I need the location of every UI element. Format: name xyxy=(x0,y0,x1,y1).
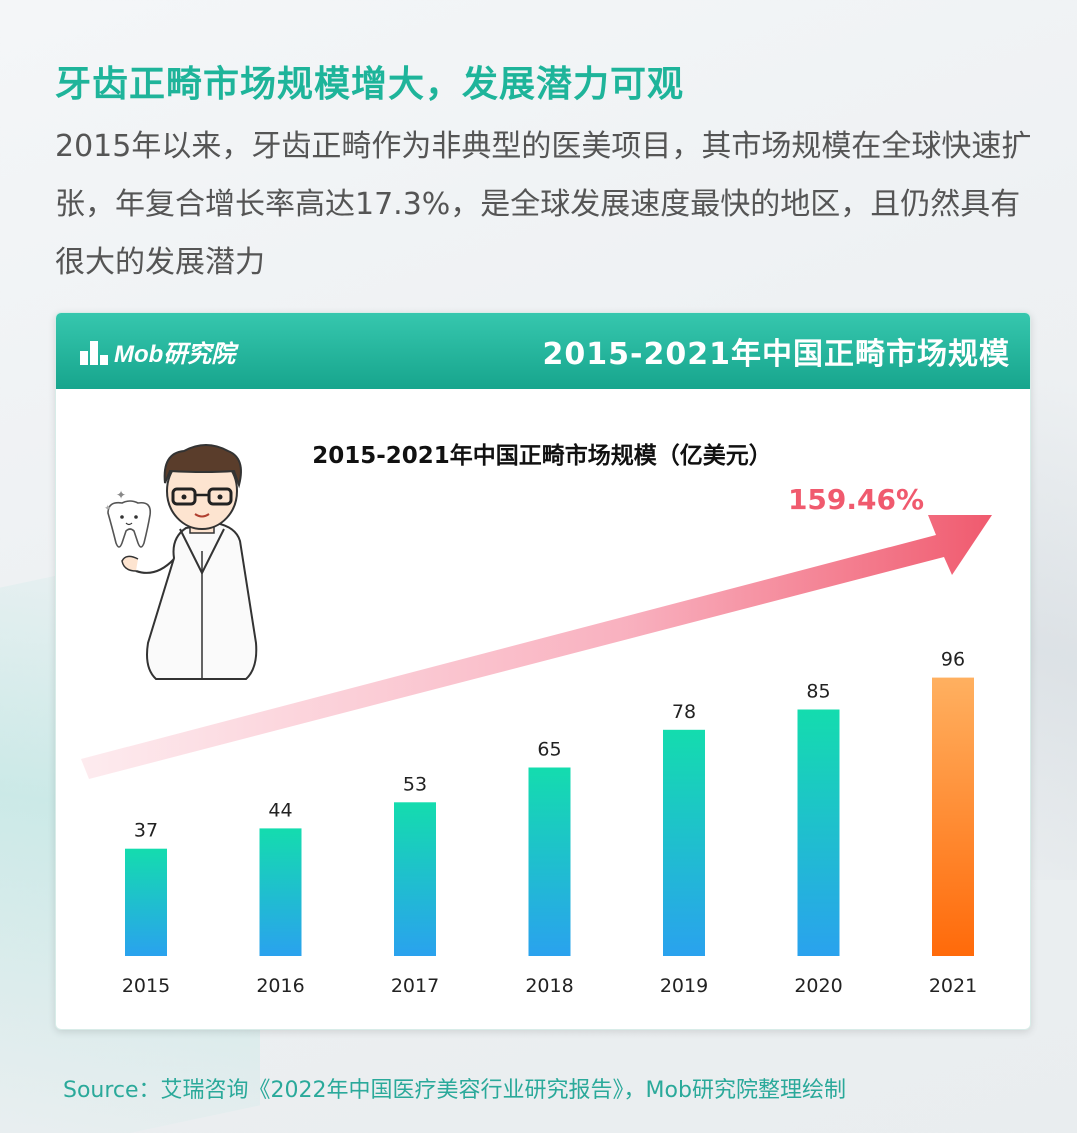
svg-text:✦: ✦ xyxy=(104,504,112,514)
x-tick-label-2016: 2016 xyxy=(256,975,304,997)
value-label-2015: 37 xyxy=(134,820,158,842)
value-label-2020: 85 xyxy=(806,681,830,703)
bar-2017 xyxy=(394,802,436,956)
logo-text: Mob研究院 xyxy=(114,340,236,368)
bar-2016 xyxy=(259,828,302,956)
value-label-2021: 96 xyxy=(941,649,965,671)
value-label-2019: 78 xyxy=(672,701,696,723)
card-header: Mob研究院 2015-2021年中国正畸市场规模 xyxy=(56,313,1030,389)
x-tick-label-2019: 2019 xyxy=(660,975,708,997)
logo-icon xyxy=(80,337,110,365)
bar-2020 xyxy=(797,709,840,956)
chart-title: 2015-2021年中国正畸市场规模（亿美元） xyxy=(312,442,772,469)
value-label-2017: 53 xyxy=(403,773,427,795)
x-tick-label-2020: 2020 xyxy=(794,975,842,997)
svg-text:✦: ✦ xyxy=(116,488,126,502)
doctor-illustration: ✦ ✦ xyxy=(104,444,258,680)
growth-label: 159.46% xyxy=(788,483,924,516)
value-label-2016: 44 xyxy=(268,799,292,821)
page-headline: 牙齿正畸市场规模增大，发展潜力可观 xyxy=(55,64,685,105)
bar-2018 xyxy=(528,767,571,956)
source-note: Source：艾瑞咨询《2022年中国医疗美容行业研究报告》，Mob研究院整理绘… xyxy=(63,1078,846,1103)
x-tick-label-2015: 2015 xyxy=(122,975,170,997)
x-tick-label-2018: 2018 xyxy=(525,975,573,997)
growth-arrow xyxy=(81,515,992,779)
x-tick-label-2021: 2021 xyxy=(929,975,977,997)
value-label-2018: 65 xyxy=(537,739,561,761)
bar-2021 xyxy=(932,677,974,956)
x-tick-label-2017: 2017 xyxy=(391,975,439,997)
bar-2019 xyxy=(663,729,705,956)
bar-series: 37 2015 44 2016 53 2017 65 2018 78 2019 85 2020 96 20… xyxy=(122,649,977,997)
card-title: 2015-2021年中国正畸市场规模 xyxy=(542,337,1010,372)
bar-2015 xyxy=(125,848,167,956)
mob-logo: Mob研究院 xyxy=(80,333,235,369)
chart: 159.46% 2015-2021年中国正畸市场规模（亿美元） ✦ ✦ xyxy=(81,442,992,997)
intro-paragraph: 2015年以来，牙齿正畸作为非典型的医美项目，其市场规模在全球快速扩张，年复合增… xyxy=(55,129,1032,280)
chart-card: Mob研究院 2015-2021年中国正畸市场规模 159.46% 2015-2… xyxy=(55,312,1031,1030)
